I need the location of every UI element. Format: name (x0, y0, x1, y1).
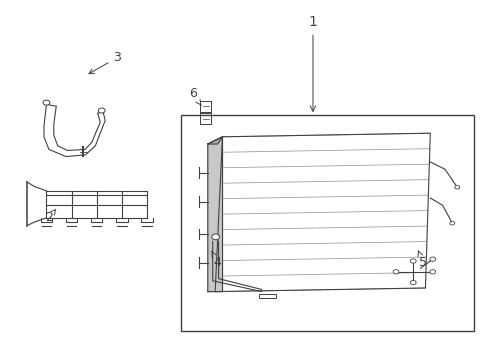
Circle shape (98, 108, 105, 113)
Polygon shape (207, 137, 222, 292)
Text: 4: 4 (211, 251, 221, 269)
Text: 3: 3 (89, 51, 121, 74)
Polygon shape (207, 137, 222, 144)
Text: 1: 1 (308, 15, 317, 28)
Text: 5: 5 (417, 251, 426, 269)
Circle shape (429, 257, 435, 261)
Bar (259, 294, 276, 298)
Circle shape (409, 280, 415, 285)
Bar (181, 115, 473, 331)
Circle shape (429, 270, 435, 274)
Circle shape (454, 185, 459, 189)
Circle shape (409, 259, 415, 263)
Text: 6: 6 (189, 87, 201, 105)
Circle shape (392, 270, 398, 274)
Text: 2: 2 (45, 210, 56, 224)
Circle shape (211, 234, 219, 240)
Circle shape (449, 221, 454, 225)
Circle shape (43, 100, 50, 105)
